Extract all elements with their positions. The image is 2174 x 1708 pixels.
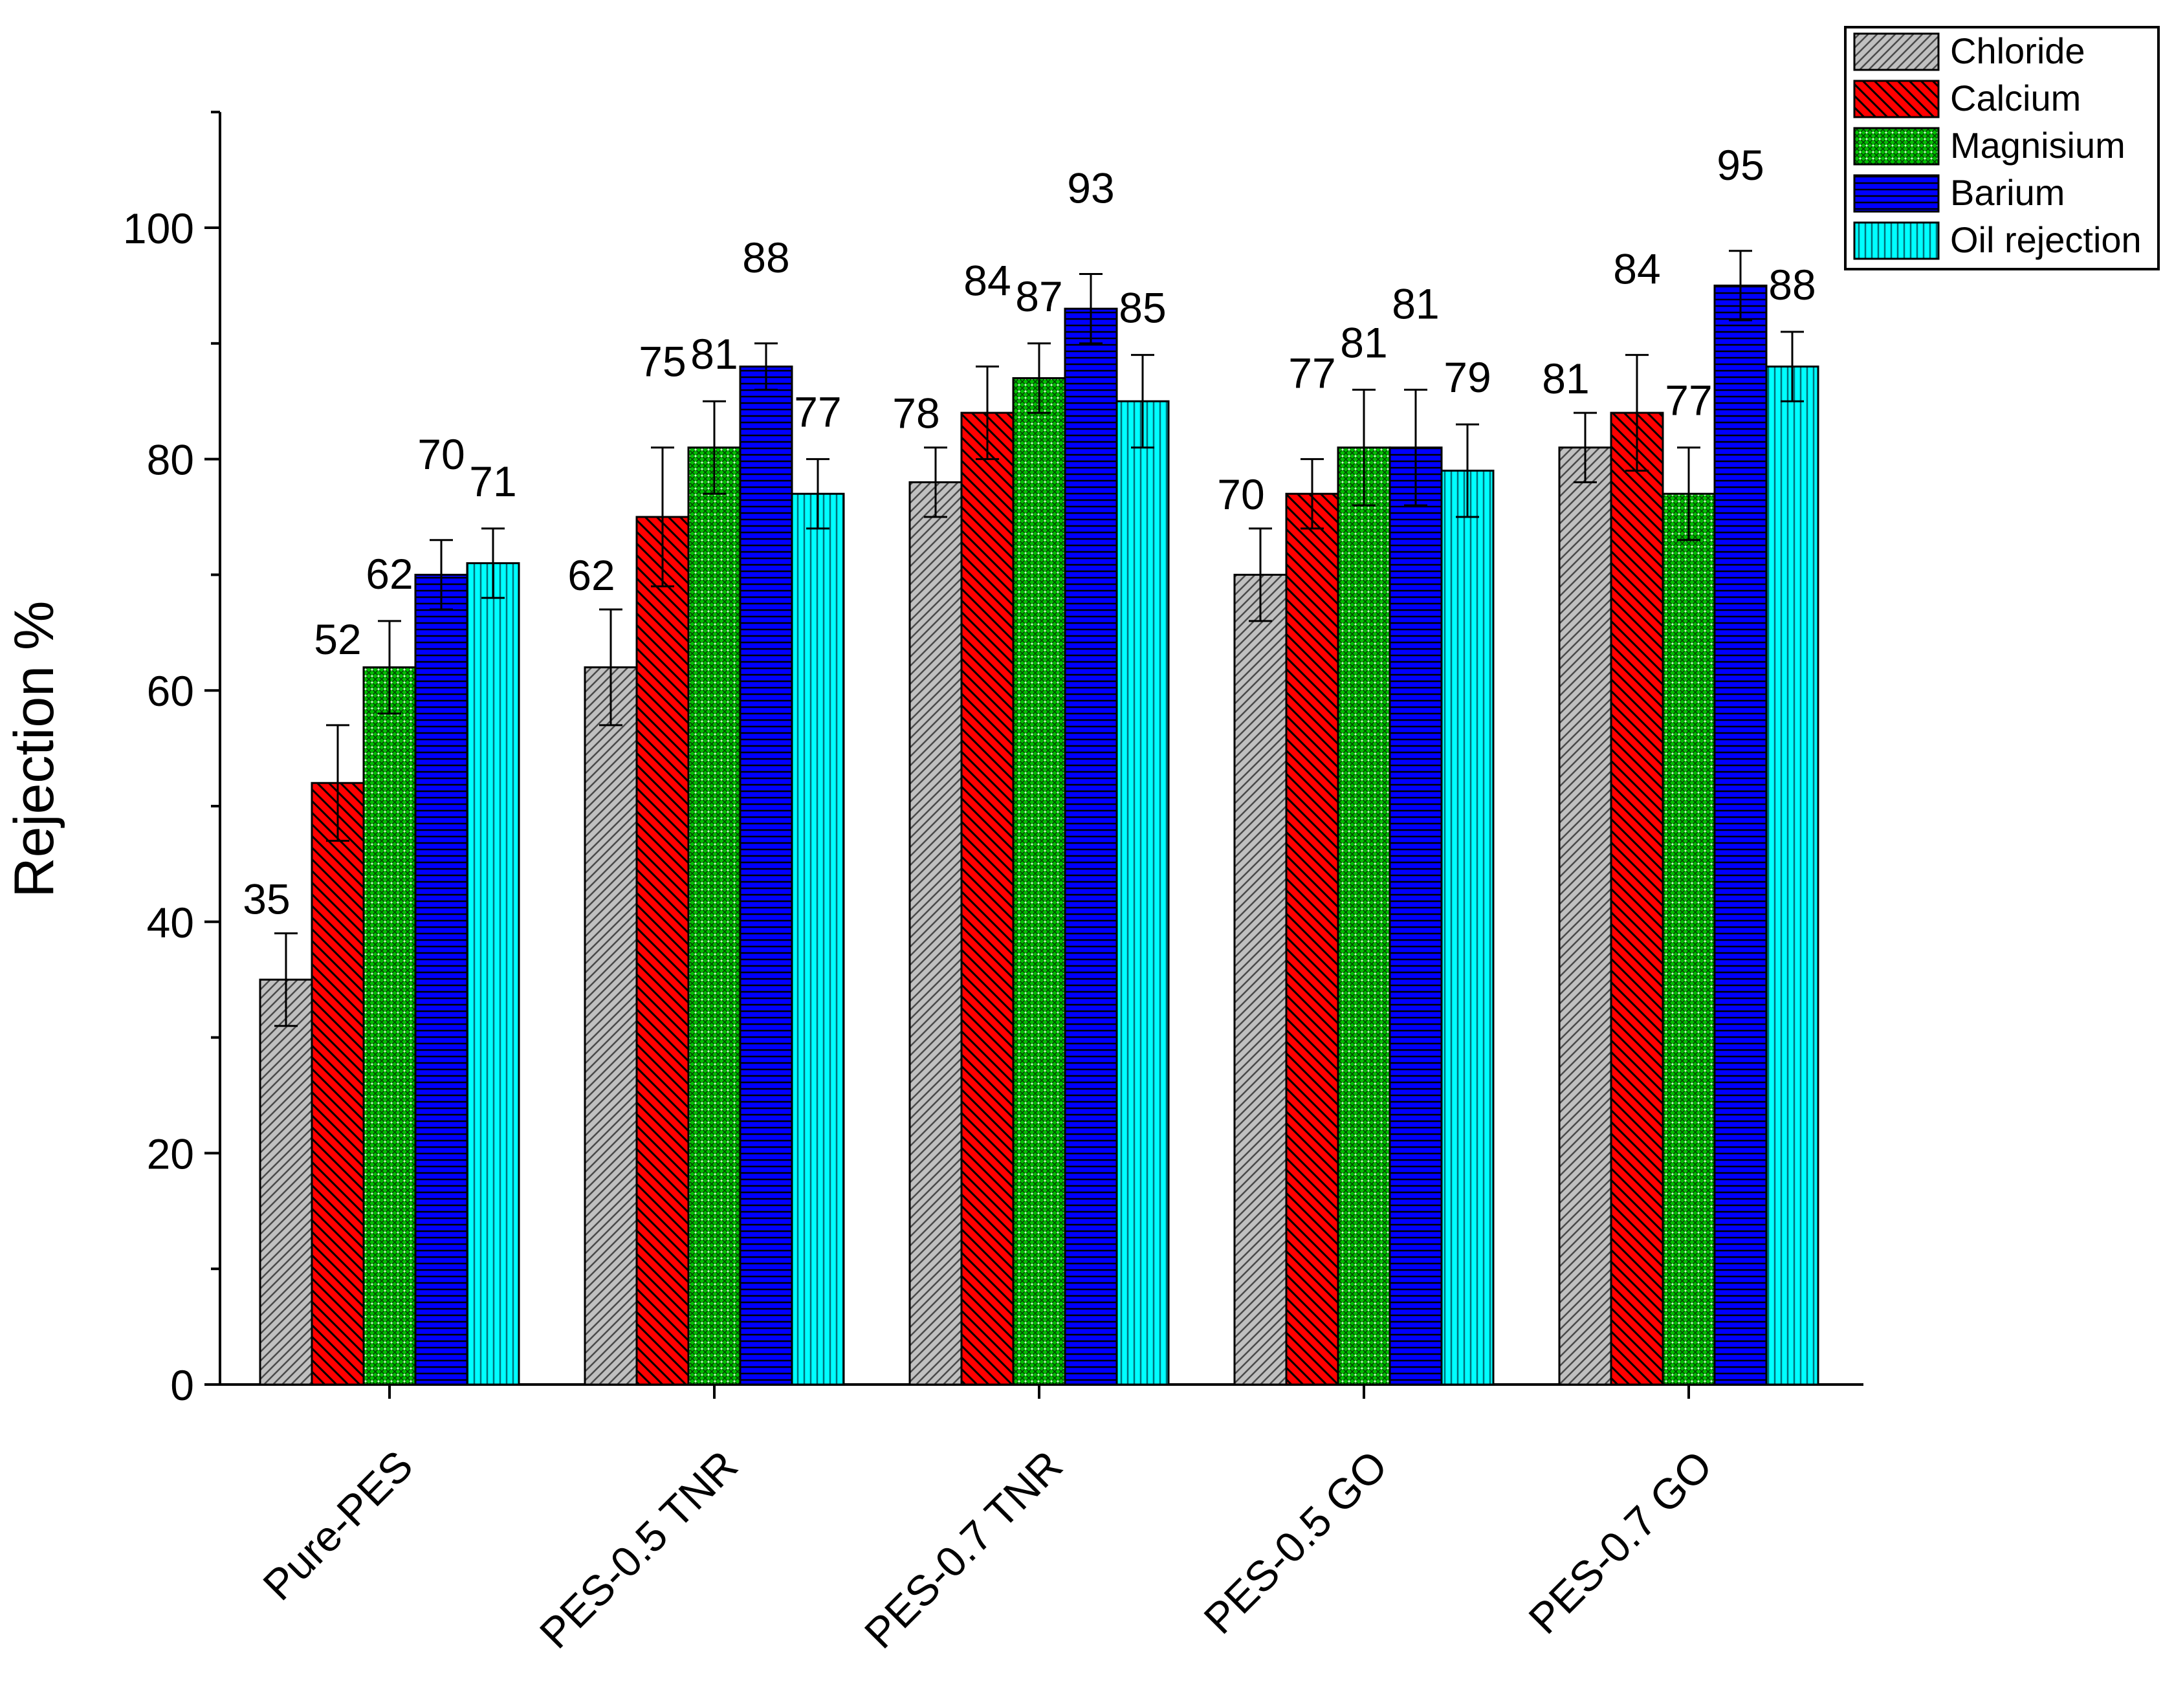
data-label: 62: [366, 550, 413, 598]
legend-label: Oil rejection: [1950, 219, 2142, 260]
legend-label: Chloride: [1950, 30, 2085, 71]
data-label: 93: [1067, 164, 1114, 212]
data-label: 77: [1665, 377, 1712, 424]
x-tick-label: PES-0.5 TNR: [531, 1441, 747, 1658]
bar: [1012, 377, 1066, 1386]
y-tick-label: 0: [170, 1361, 194, 1409]
bar: [1115, 400, 1170, 1386]
bar: [414, 573, 468, 1386]
bar: [1285, 492, 1339, 1386]
bar: [908, 481, 963, 1386]
bar: [1389, 446, 1443, 1386]
data-label: 88: [742, 234, 789, 281]
data-label: 70: [417, 430, 465, 478]
bar: [259, 978, 313, 1386]
bar: [687, 446, 741, 1386]
bar: [1233, 573, 1288, 1386]
x-tick-label: Pure-PES: [254, 1441, 422, 1610]
legend-label: Barium: [1950, 172, 2065, 213]
y-tick-label: 60: [147, 667, 194, 715]
data-label: 81: [1340, 318, 1387, 366]
bar: [1713, 284, 1768, 1386]
data-label: 85: [1119, 284, 1166, 332]
data-label: 78: [892, 389, 939, 437]
legend-swatch: [1853, 80, 1940, 118]
data-label: 62: [567, 551, 615, 599]
data-label: 81: [1392, 279, 1439, 327]
data-label: 95: [1717, 141, 1764, 189]
bar: [1558, 446, 1612, 1386]
data-label: 87: [1015, 272, 1062, 320]
y-tick-label: 80: [147, 436, 194, 484]
bar: [311, 782, 365, 1386]
data-label: 84: [963, 257, 1011, 305]
y-tick-label: 40: [147, 899, 194, 947]
y-axis-title: Rejection %: [3, 601, 65, 898]
x-tick-label: PES-0.7 TNR: [855, 1441, 1071, 1658]
data-label: 77: [794, 388, 841, 436]
legend-label: Magnisium: [1950, 125, 2125, 166]
error-bars: [274, 250, 1804, 1027]
bar: [1765, 366, 1819, 1386]
data-label: 79: [1444, 353, 1491, 401]
bar: [791, 492, 845, 1386]
legend: Chloride Calcium Magnisium Barium Oil reject…: [1844, 26, 2160, 270]
data-label: 81: [1542, 355, 1589, 402]
y-tick-label: 100: [123, 204, 194, 252]
bar: [1064, 307, 1118, 1386]
bars: [259, 284, 1819, 1386]
bar: [1610, 411, 1664, 1386]
legend-swatch: [1853, 32, 1940, 71]
x-tick-label: PES-0.7 GO: [1519, 1441, 1721, 1643]
data-label: 75: [639, 338, 686, 386]
bar: [584, 666, 638, 1386]
legend-swatch: [1853, 127, 1940, 166]
data-label: 81: [690, 330, 738, 378]
legend-label: Calcium: [1950, 78, 2081, 118]
bar: [362, 666, 417, 1386]
data-label: 71: [469, 457, 516, 505]
bar: [1662, 492, 1716, 1386]
data-label: 84: [1613, 245, 1660, 293]
bar: [1337, 446, 1391, 1386]
bar: [1440, 469, 1495, 1386]
bar: [635, 516, 690, 1386]
data-label: 88: [1768, 261, 1816, 309]
data-label: 35: [243, 875, 290, 923]
y-tick-label: 20: [147, 1130, 194, 1177]
data-label: 70: [1217, 470, 1264, 518]
data-label: 77: [1288, 349, 1335, 397]
bar: [466, 562, 520, 1386]
data-label: 52: [314, 615, 361, 663]
legend-swatch: [1853, 221, 1940, 260]
legend-swatch: [1853, 174, 1940, 213]
x-tick-label: PES-0.5 GO: [1194, 1441, 1396, 1643]
bar: [739, 366, 793, 1386]
bar: [960, 411, 1015, 1386]
